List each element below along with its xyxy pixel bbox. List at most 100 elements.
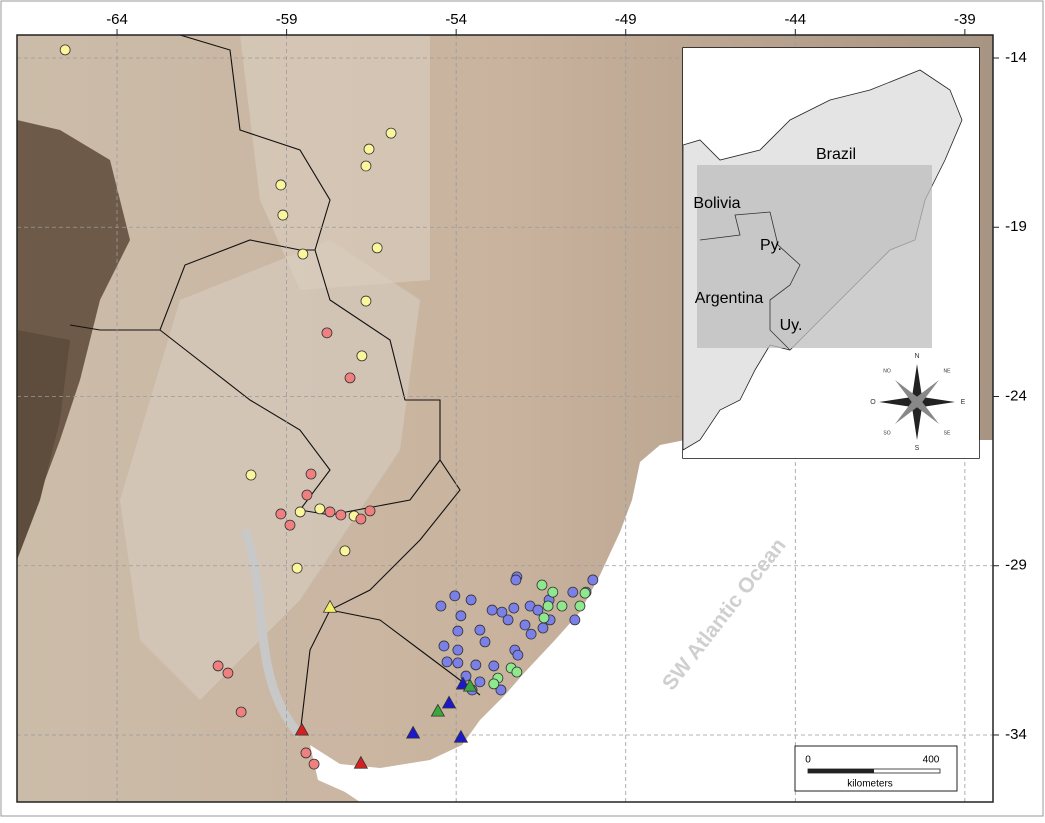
country-label: Brazil [816, 146, 856, 163]
x-tick-label: -54 [445, 11, 467, 28]
scale-label: 0 [805, 755, 811, 766]
y-tick-label: -29 [1005, 557, 1027, 574]
site-circle [538, 612, 550, 624]
site-circle [474, 676, 486, 688]
sites [59, 44, 599, 770]
site-circle [532, 604, 544, 616]
site-circle [479, 636, 491, 648]
site-circle [297, 248, 309, 260]
scale-label: 400 [923, 755, 940, 766]
site-circle [525, 628, 537, 640]
country-label: Py. [760, 237, 782, 254]
site-circle [385, 127, 397, 139]
site-circle [360, 295, 372, 307]
site-triangle [462, 678, 478, 692]
x-tick-label: -39 [954, 11, 976, 28]
site-circle [59, 44, 71, 56]
site-circle [245, 469, 257, 481]
site-circle [314, 503, 326, 515]
site-circle [441, 656, 453, 668]
site-circle [363, 143, 375, 155]
andes-south [17, 330, 70, 560]
x-tick-label: -64 [106, 11, 128, 28]
x-tick-label: -49 [615, 11, 637, 28]
site-circle [508, 602, 520, 614]
site-circle [470, 659, 482, 671]
site-circle [222, 667, 234, 679]
site-triangle [453, 729, 469, 743]
site-circle [495, 684, 507, 696]
compass-label: S [915, 445, 920, 452]
site-circle [344, 372, 356, 384]
compass-label: SO [883, 430, 890, 436]
inset-map: Brazil Bolivia Py. Argentina Uy. NSEONEN… [682, 47, 980, 459]
site-circle [275, 508, 287, 520]
site-circle [512, 649, 524, 661]
site-circle [579, 587, 591, 599]
site-circle [542, 600, 554, 612]
chaco-plain [120, 240, 420, 700]
compass-label: N [914, 353, 919, 360]
site-circle [547, 586, 559, 598]
site-circle [321, 327, 333, 339]
site-circle [452, 625, 464, 637]
site-circle [301, 489, 313, 501]
site-circle [537, 622, 549, 634]
study-area [697, 165, 932, 348]
site-circle [435, 600, 447, 612]
site-circle [452, 657, 464, 669]
site-circle [324, 506, 336, 518]
compass-label: NO [883, 368, 891, 374]
site-triangle [430, 703, 446, 717]
site-circle [284, 519, 296, 531]
site-circle [355, 513, 367, 525]
compass-label: SE [944, 430, 951, 436]
site-circle [556, 600, 568, 612]
site-circle [294, 506, 306, 518]
site-circle [574, 600, 586, 612]
site-circle [275, 179, 287, 191]
site-circle [364, 505, 376, 517]
scale-unit: kilometers [847, 779, 893, 790]
site-circle [360, 160, 372, 172]
site-circle [235, 706, 247, 718]
x-tick-label: -44 [784, 11, 806, 28]
site-circle [569, 614, 581, 626]
site-triangle [441, 695, 457, 709]
site-circle [474, 624, 486, 636]
site-circle [356, 350, 368, 362]
site-circle [308, 758, 320, 770]
site-circle [519, 619, 531, 631]
site-triangle [294, 722, 310, 736]
compass-rose [879, 364, 955, 440]
site-circle [371, 242, 383, 254]
scale-bar: 0 400 kilometers [794, 745, 958, 792]
site-circle [496, 606, 508, 618]
pantanal [240, 35, 430, 290]
scale-box [794, 745, 958, 792]
scale-ruler-half [808, 769, 874, 773]
site-circle [335, 509, 347, 521]
axis-ticks: -64 -59 -54 -49 -44 -39 -14 -19 -24 -29 -34 [106, 11, 1027, 743]
site-circle [567, 586, 579, 598]
site-circle [455, 610, 467, 622]
compass-label: NE [944, 368, 952, 374]
site-circle [502, 614, 514, 626]
country-label: Bolivia [693, 195, 740, 212]
country-label: Argentina [695, 290, 764, 307]
site-triangle [322, 599, 338, 613]
site-circle [510, 574, 522, 586]
y-tick-label: -24 [1005, 387, 1027, 404]
site-triangle [405, 725, 421, 739]
site-circle [488, 660, 500, 672]
site-circle [536, 579, 548, 591]
y-tick-label: -34 [1005, 726, 1027, 743]
compass-label: O [870, 399, 876, 406]
site-circle [277, 209, 289, 221]
site-triangle [353, 755, 369, 769]
site-circle [339, 545, 351, 557]
x-tick-label: -59 [276, 11, 298, 28]
inset-borders [699, 211, 801, 351]
